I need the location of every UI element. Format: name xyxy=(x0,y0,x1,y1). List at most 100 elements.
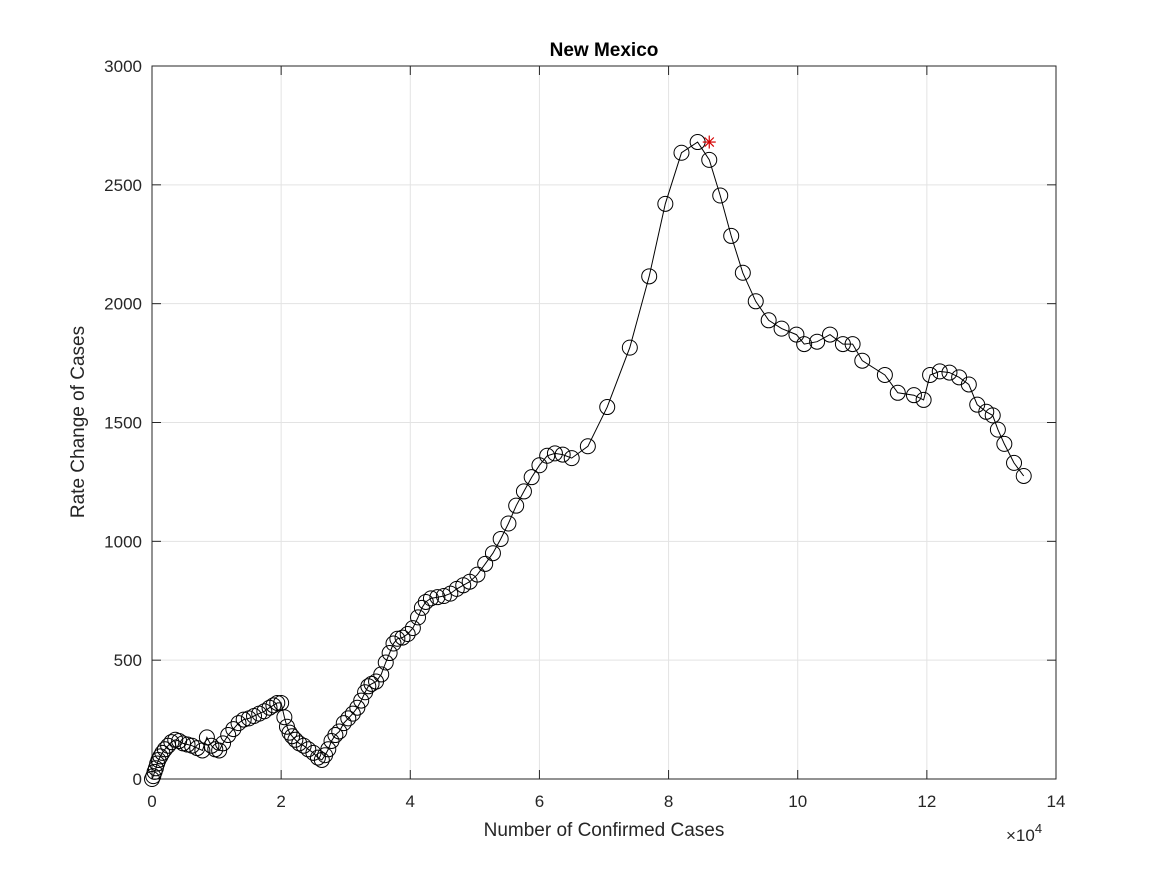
data-point xyxy=(404,620,421,637)
data-point xyxy=(641,268,658,285)
data-point xyxy=(788,326,805,343)
data-point xyxy=(546,445,563,462)
data-point xyxy=(265,697,282,714)
y-tick-label: 3000 xyxy=(104,57,142,76)
data-point xyxy=(320,741,337,758)
data-point xyxy=(854,352,871,369)
data-point xyxy=(822,326,838,343)
data-point xyxy=(889,384,906,401)
data-point xyxy=(385,635,402,652)
data-point xyxy=(256,703,273,720)
data-point xyxy=(291,735,308,752)
data-point xyxy=(563,450,580,467)
data-point xyxy=(422,590,439,607)
data-point xyxy=(377,654,394,671)
y-tick-label: 1000 xyxy=(104,532,142,551)
x-axis-exponent-power: 4 xyxy=(1035,821,1042,836)
data-point xyxy=(373,666,390,683)
data-point xyxy=(335,715,352,732)
data-point xyxy=(417,593,434,610)
data-point xyxy=(413,599,430,616)
axis-ticks xyxy=(151,65,1057,780)
data-point xyxy=(960,376,977,393)
data-point xyxy=(673,144,690,161)
x-axis-title: Number of Confirmed Cases xyxy=(484,820,725,841)
data-point xyxy=(363,675,380,692)
data-point xyxy=(773,320,790,337)
x-axis-exponent-base: ×10 xyxy=(1006,826,1035,845)
peak-marker xyxy=(702,135,716,149)
data-point xyxy=(492,530,509,547)
y-tick-label: 0 xyxy=(133,770,142,789)
data-point xyxy=(394,629,411,646)
data-point xyxy=(220,727,237,744)
data-point xyxy=(905,387,922,404)
y-tick-label: 500 xyxy=(114,651,142,670)
data-point xyxy=(327,727,344,744)
data-point xyxy=(621,339,638,356)
data-point xyxy=(389,630,406,647)
data-point xyxy=(915,391,932,408)
data-point xyxy=(579,438,596,455)
data-point xyxy=(261,699,278,716)
data-point xyxy=(225,721,242,738)
data-point xyxy=(554,446,571,463)
x-tick-label: 0 xyxy=(147,792,156,811)
data-point xyxy=(331,723,348,740)
data-point xyxy=(410,609,427,626)
data-point xyxy=(429,589,446,606)
data-point xyxy=(300,741,317,758)
data-point xyxy=(989,421,1006,438)
data-point xyxy=(144,771,160,787)
data-point xyxy=(876,366,893,383)
data-point xyxy=(834,336,851,353)
chart-title: New Mexico xyxy=(550,40,659,61)
data-point xyxy=(747,293,764,310)
data-point xyxy=(844,336,861,353)
x-tick-label: 10 xyxy=(788,792,807,811)
x-tick-label: 2 xyxy=(276,792,285,811)
data-point xyxy=(442,585,459,602)
data-point xyxy=(340,710,357,727)
data-point xyxy=(276,709,293,726)
data-point xyxy=(599,399,616,416)
x-tick-label: 8 xyxy=(664,792,673,811)
data-point xyxy=(760,312,777,329)
x-tick-label: 14 xyxy=(1047,792,1066,811)
data-point xyxy=(996,435,1013,452)
x-tick-label: 4 xyxy=(406,792,415,811)
data-point xyxy=(796,336,813,353)
data-point xyxy=(500,515,517,532)
x-tick-labels: 0 2 4 6 8 10 12 14 xyxy=(147,792,1065,811)
data-point xyxy=(531,457,548,474)
data-point xyxy=(309,749,326,766)
data-point xyxy=(508,497,525,514)
data-point xyxy=(399,626,416,643)
data-point xyxy=(360,678,377,695)
data-point xyxy=(269,694,286,711)
data-point xyxy=(809,333,826,350)
data-point xyxy=(515,483,532,500)
y-tick-label: 2500 xyxy=(104,176,142,195)
x-axis-exponent: ×104 xyxy=(1006,821,1042,845)
data-point xyxy=(353,692,370,709)
data-point xyxy=(287,731,304,748)
y-tick-label: 1500 xyxy=(104,414,142,433)
data-point xyxy=(469,566,486,583)
data-point xyxy=(381,645,398,662)
data-point xyxy=(230,715,247,732)
series-confirmed-vs-rate xyxy=(144,134,1032,787)
data-point xyxy=(163,734,180,751)
data-point xyxy=(435,587,452,604)
y-tick-labels: 0 500 1000 1500 2000 2500 3000 xyxy=(104,57,142,789)
data-point xyxy=(235,711,252,728)
y-tick-label: 2000 xyxy=(104,295,142,314)
data-point xyxy=(477,555,494,572)
data-point xyxy=(203,737,220,754)
data-point xyxy=(523,469,540,486)
y-axis-title: Rate Change of Cases xyxy=(68,326,89,518)
data-point xyxy=(931,363,948,380)
data-point xyxy=(984,407,1001,424)
